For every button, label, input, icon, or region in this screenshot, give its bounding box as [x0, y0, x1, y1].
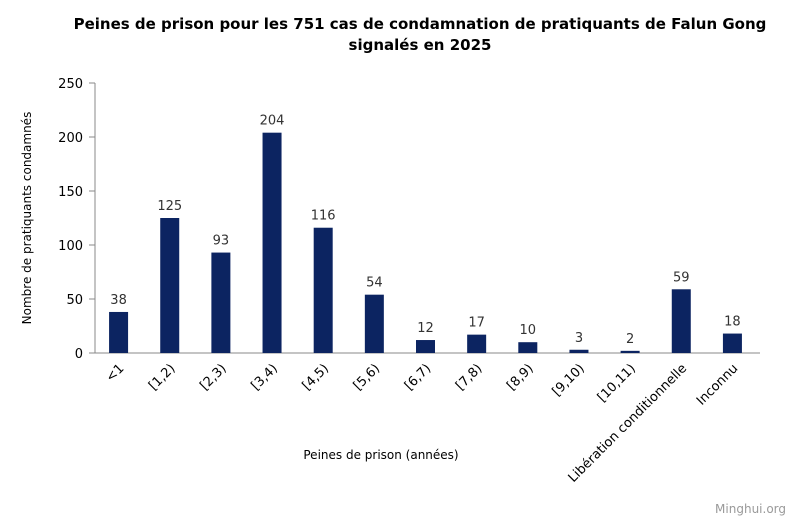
data-label: 2 [626, 332, 634, 347]
chart-title-line-2: signalés en 2025 [348, 36, 492, 54]
y-axis-label: Nombre de pratiquants condamnés [20, 112, 34, 325]
chart-title: Peines de prison pour les 751 cas de con… [60, 14, 780, 56]
bar [518, 342, 538, 353]
data-label: 125 [157, 199, 182, 214]
bar [416, 340, 435, 353]
x-tick-label: <1 [103, 361, 127, 385]
bar [262, 132, 282, 353]
bar [109, 311, 129, 353]
x-tick-label: [8,9) [504, 361, 536, 393]
x-tick-label: [10,11) [595, 361, 639, 405]
data-label: 18 [724, 315, 741, 330]
bar [722, 333, 742, 353]
x-tick-label: [4,5) [300, 361, 332, 393]
bar [160, 218, 180, 353]
bar [467, 334, 487, 353]
data-label: 93 [213, 234, 230, 249]
bar [569, 349, 589, 353]
x-tick-label: Inconnu [694, 361, 741, 408]
data-label: 12 [417, 321, 434, 336]
x-tick-label: [7,8) [453, 361, 485, 393]
x-tick-label: [5,6) [351, 361, 383, 393]
y-tick-label: 200 [58, 131, 83, 146]
bar [671, 289, 691, 353]
data-label: 17 [468, 316, 485, 331]
y-tick-label: 250 [58, 77, 83, 92]
x-tick-label: [2,3) [197, 361, 229, 393]
x-tick-label: [6,7) [402, 361, 434, 393]
y-tick-label: 0 [75, 347, 83, 362]
data-label: 59 [673, 270, 690, 285]
x-tick-label: [1,2) [146, 361, 178, 393]
bar [620, 350, 640, 353]
x-tick-label: [3,4) [248, 361, 280, 393]
y-tick-label: 100 [58, 239, 83, 254]
watermark: Minghui.org [715, 502, 786, 516]
y-tick-label: 150 [58, 185, 83, 200]
x-axis-label: Peines de prison (années) [303, 448, 458, 462]
data-label: 116 [311, 209, 336, 224]
data-label: 38 [110, 293, 127, 308]
data-label: 3 [575, 331, 583, 346]
data-label: 54 [366, 276, 383, 291]
bar [313, 227, 333, 353]
y-tick-label: 50 [66, 293, 83, 308]
bar [211, 252, 231, 353]
chart-title-line-1: Peines de prison pour les 751 cas de con… [73, 15, 767, 33]
x-tick-label: [9,10) [550, 361, 588, 399]
data-label: 10 [520, 323, 537, 338]
data-label: 204 [260, 114, 285, 129]
bar [364, 294, 384, 353]
